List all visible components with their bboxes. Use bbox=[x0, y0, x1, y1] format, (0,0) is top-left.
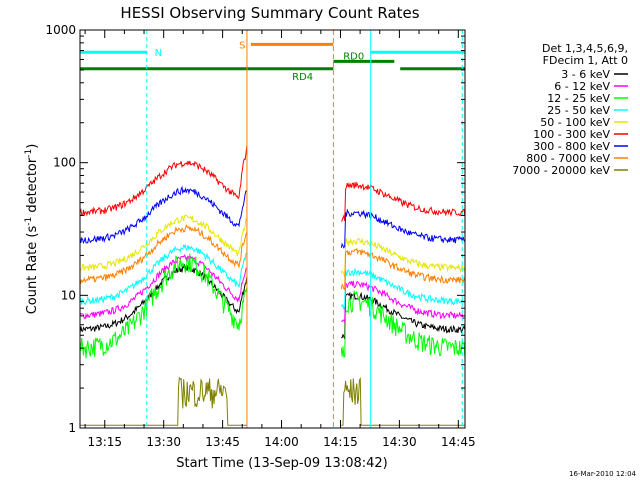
legend: Det 1,3,4,5,6,9,FDecim 1, Att 03 - 6 keV… bbox=[512, 42, 628, 177]
series-line bbox=[341, 291, 465, 340]
x-tick-label: 13:30 bbox=[146, 435, 181, 449]
legend-entry-label: 3 - 6 keV bbox=[561, 68, 610, 81]
x-tick-label: 13:15 bbox=[87, 435, 122, 449]
series-layer bbox=[80, 146, 465, 426]
y-tick-label: 100 bbox=[53, 156, 76, 170]
series-line bbox=[341, 181, 465, 222]
series-line bbox=[341, 376, 465, 426]
legend-entry-label: 7000 - 20000 keV bbox=[512, 164, 610, 177]
x-axis-label: Start Time (13-Sep-09 13:08:42) bbox=[176, 456, 387, 471]
series-7000-20000keV bbox=[80, 376, 465, 426]
chart-title: HESSI Observing Summary Count Rates bbox=[120, 4, 419, 22]
legend-entry-label: 12 - 25 keV bbox=[547, 92, 610, 105]
legend-entry-label: 800 - 7000 keV bbox=[526, 152, 610, 165]
x-tick-label: 14:30 bbox=[382, 435, 417, 449]
y-axis-label: Count Rate (s-1 detector-1) bbox=[24, 144, 40, 315]
series-line bbox=[80, 146, 248, 217]
y-axis: 1 10 100 1000 bbox=[45, 23, 465, 435]
series-line bbox=[340, 267, 465, 310]
y-tick-label: 10 bbox=[61, 288, 76, 302]
legend-entry-label: 100 - 300 keV bbox=[533, 128, 610, 141]
series-line bbox=[80, 224, 248, 285]
series-6-12keV bbox=[80, 254, 465, 323]
series-line bbox=[340, 247, 465, 291]
x-tick-label: 14:00 bbox=[264, 435, 299, 449]
series-line bbox=[80, 254, 248, 320]
series-line bbox=[340, 290, 465, 358]
series-3-6keV bbox=[80, 263, 465, 340]
series-line bbox=[80, 244, 248, 306]
series-50-100keV bbox=[80, 214, 465, 278]
series-line bbox=[340, 237, 465, 278]
x-tick-label: 13:45 bbox=[205, 435, 240, 449]
legend-header: Det 1,3,4,5,6,9, bbox=[542, 42, 628, 55]
legend-entry-label: 25 - 50 keV bbox=[547, 104, 610, 117]
series-line bbox=[80, 376, 247, 426]
plot-frame bbox=[79, 29, 466, 429]
y-tick-label: 1000 bbox=[45, 23, 76, 37]
x-axis: 13:15 13:30 13:45 14:00 14:15 14:30 14:45 bbox=[84, 30, 476, 449]
series-line bbox=[80, 185, 248, 244]
series-800-7000keV bbox=[80, 224, 465, 291]
series-12-25keV bbox=[80, 253, 465, 359]
saa-label: S bbox=[239, 40, 245, 51]
legend-entry-label: 6 - 12 keV bbox=[554, 80, 610, 93]
rd0-label: RD0 bbox=[343, 51, 364, 62]
series-line bbox=[80, 214, 248, 271]
rd4-label: RD4 bbox=[292, 72, 313, 83]
timestamp: 16-Mar-2010 12:04 bbox=[569, 470, 636, 478]
series-line bbox=[340, 208, 465, 249]
observation-bands: N S RD0 RD4 bbox=[80, 40, 465, 83]
legend-header: FDecim 1, Att 0 bbox=[543, 54, 628, 67]
y-tick-label: 1 bbox=[68, 421, 76, 435]
series-line bbox=[341, 280, 465, 323]
series-25-50keV bbox=[80, 244, 465, 310]
legend-entry-label: 300 - 800 keV bbox=[533, 140, 610, 153]
x-tick-label: 14:45 bbox=[441, 435, 476, 449]
legend-entry-label: 50 - 100 keV bbox=[540, 116, 610, 129]
series-line bbox=[80, 253, 248, 359]
x-tick-label: 14:15 bbox=[323, 435, 358, 449]
series-100-300keV bbox=[80, 146, 465, 222]
series-300-800keV bbox=[80, 185, 465, 249]
night-label: N bbox=[155, 48, 162, 59]
event-markers bbox=[146, 30, 463, 428]
